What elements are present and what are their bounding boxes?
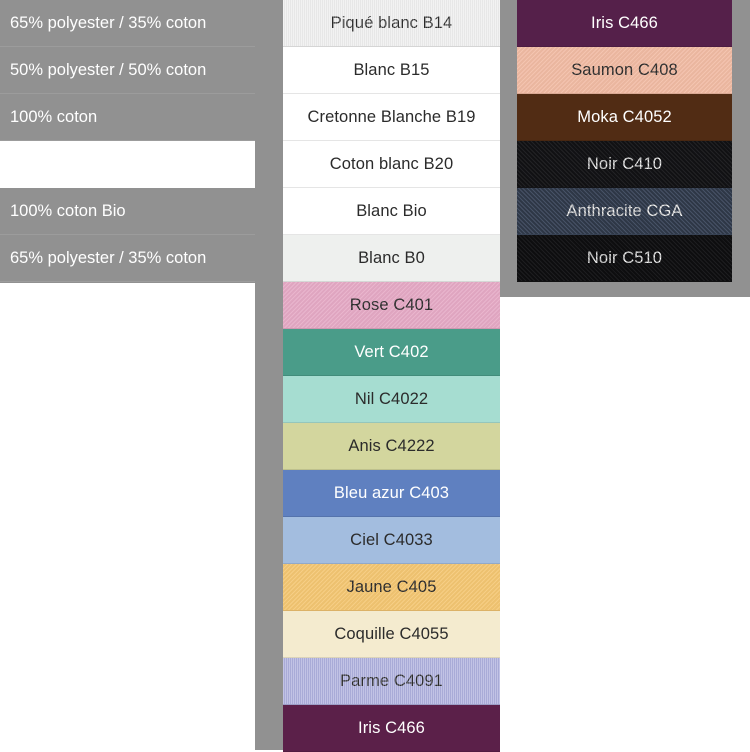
swatch-label: Saumon C408 — [571, 60, 678, 79]
composition-row[interactable]: 65% polyester / 35% coton — [0, 0, 255, 47]
swatch-label: Blanc B0 — [358, 248, 425, 267]
composition-panel-filler — [0, 283, 255, 750]
swatch-label: Blanc B15 — [353, 60, 430, 79]
composition-row[interactable]: 100% coton — [0, 94, 255, 141]
fabric-swatch-row[interactable]: Nil C4022 — [283, 376, 500, 423]
swatch-label: Noir C410 — [586, 154, 663, 173]
dark-swatch-row[interactable]: Noir C410 — [517, 141, 732, 188]
fabric-swatch-row[interactable]: Blanc B0 — [283, 235, 500, 282]
fabric-swatch-row[interactable]: Coton blanc B20 — [283, 141, 500, 188]
composition-label: 65% polyester / 35% coton — [10, 13, 207, 32]
dark-swatch-row[interactable]: Saumon C408 — [517, 47, 732, 94]
swatch-label: Noir C510 — [586, 248, 663, 267]
swatch-label: Moka C4052 — [577, 107, 672, 126]
swatch-label: Coton blanc B20 — [329, 154, 454, 173]
swatch-label: Vert C402 — [354, 342, 429, 361]
swatch-label: Rose C401 — [349, 295, 434, 314]
swatch-label: Jaune C405 — [346, 577, 437, 596]
fabric-swatch-row[interactable]: Piqué blanc B14 — [283, 0, 500, 47]
composition-label: 100% coton — [10, 107, 98, 126]
fabric-swatch-row[interactable]: Cretonne Blanche B19 — [283, 94, 500, 141]
fabric-swatch-row[interactable]: Coquille C4055 — [283, 611, 500, 658]
swatch-label: Blanc Bio — [356, 201, 427, 220]
composition-label: 65% polyester / 35% coton — [10, 248, 207, 267]
swatch-label: Iris C466 — [358, 718, 425, 737]
composition-label: 100% coton Bio — [10, 201, 126, 220]
dark-swatch-row[interactable]: Anthracite CGA — [517, 188, 732, 235]
swatch-label: Parme C4091 — [340, 671, 443, 690]
swatch-label: Anis C4222 — [348, 436, 435, 455]
fabric-swatch-row[interactable]: Anis C4222 — [283, 423, 500, 470]
panel-gutter-left — [255, 0, 283, 750]
dark-swatch-row[interactable]: Moka C4052 — [517, 94, 732, 141]
fabric-swatch-row[interactable]: Rose C401 — [283, 282, 500, 329]
page-background-right — [500, 297, 750, 750]
swatch-label: Coquille C4055 — [334, 624, 449, 643]
swatch-label: Piqué blanc B14 — [330, 13, 453, 32]
swatch-label: Nil C4022 — [354, 389, 429, 408]
fabric-swatch-row[interactable]: Ciel C4033 — [283, 517, 500, 564]
composition-row[interactable]: 65% polyester / 35% coton — [0, 235, 255, 282]
swatch-label: Anthracite CGA — [566, 201, 683, 220]
swatch-label: Ciel C4033 — [350, 530, 433, 549]
fabric-swatch-row[interactable]: Jaune C405 — [283, 564, 500, 611]
fabric-swatch-list: Piqué blanc B14 Blanc B15 Cretonne Blanche… — [283, 0, 500, 752]
fabric-swatch-row[interactable]: Vert C402 — [283, 329, 500, 376]
dark-swatch-list: Iris C466 Saumon C408 Moka C4052 Noir C410 A… — [517, 0, 732, 282]
fabric-swatch-row[interactable]: Bleu azur C403 — [283, 470, 500, 517]
dark-swatch-row[interactable]: Noir C510 — [517, 235, 732, 282]
composition-row[interactable]: 100% coton Bio — [0, 188, 255, 235]
fabric-swatch-row[interactable]: Iris C466 — [283, 705, 500, 752]
fabric-panel: Piqué blanc B14 Blanc B15 Cretonne Blanche… — [283, 0, 500, 752]
composition-panel: 65% polyester / 35% coton 50% polyester /… — [0, 0, 283, 750]
fabric-swatch-row[interactable]: Parme C4091 — [283, 658, 500, 705]
swatch-label: Cretonne Blanche B19 — [307, 107, 476, 126]
swatch-label: Iris C466 — [591, 13, 658, 32]
dark-color-panel: Iris C466 Saumon C408 Moka C4052 Noir C410 A… — [500, 0, 750, 297]
swatch-label: Bleu azur C403 — [333, 483, 450, 502]
dark-swatch-row[interactable]: Iris C466 — [517, 0, 732, 47]
composition-list: 65% polyester / 35% coton 50% polyester /… — [0, 0, 255, 282]
composition-label: 50% polyester / 50% coton — [10, 60, 207, 79]
fabric-swatch-row[interactable]: Blanc Bio — [283, 188, 500, 235]
fabric-swatch-row[interactable]: Blanc B15 — [283, 47, 500, 94]
composition-row-blank[interactable] — [0, 141, 255, 188]
composition-row[interactable]: 50% polyester / 50% coton — [0, 47, 255, 94]
